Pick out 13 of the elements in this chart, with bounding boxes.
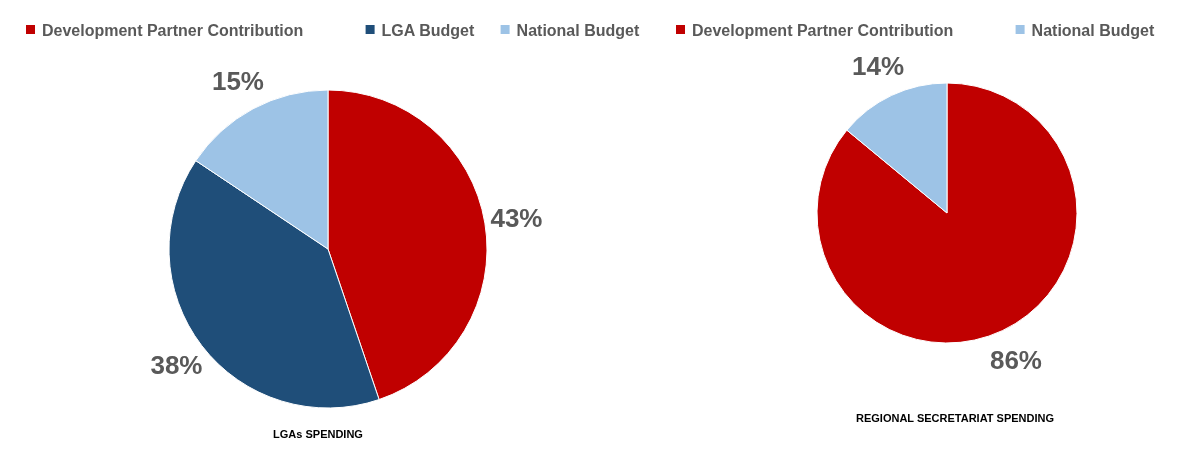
data-label: 43%: [490, 202, 543, 233]
legend-label: National Budget: [516, 21, 640, 39]
pie-slice: [816, 82, 1078, 344]
legend-label: National Budget: [1031, 21, 1155, 39]
legend-label: Development Partner Contribution: [42, 21, 304, 39]
data-label: 38%: [150, 350, 203, 381]
legend-label: LGA Budget: [381, 21, 475, 39]
text: REGIONAL SECRETARIAT SPENDING: [855, 412, 1055, 424]
data-label: 15%: [211, 65, 264, 96]
data-label: 14%: [852, 51, 905, 82]
text: LGAs SPENDING: [273, 428, 363, 440]
legend-label: Development Partner Contribution: [692, 21, 954, 39]
data-label: 86%: [989, 344, 1042, 375]
